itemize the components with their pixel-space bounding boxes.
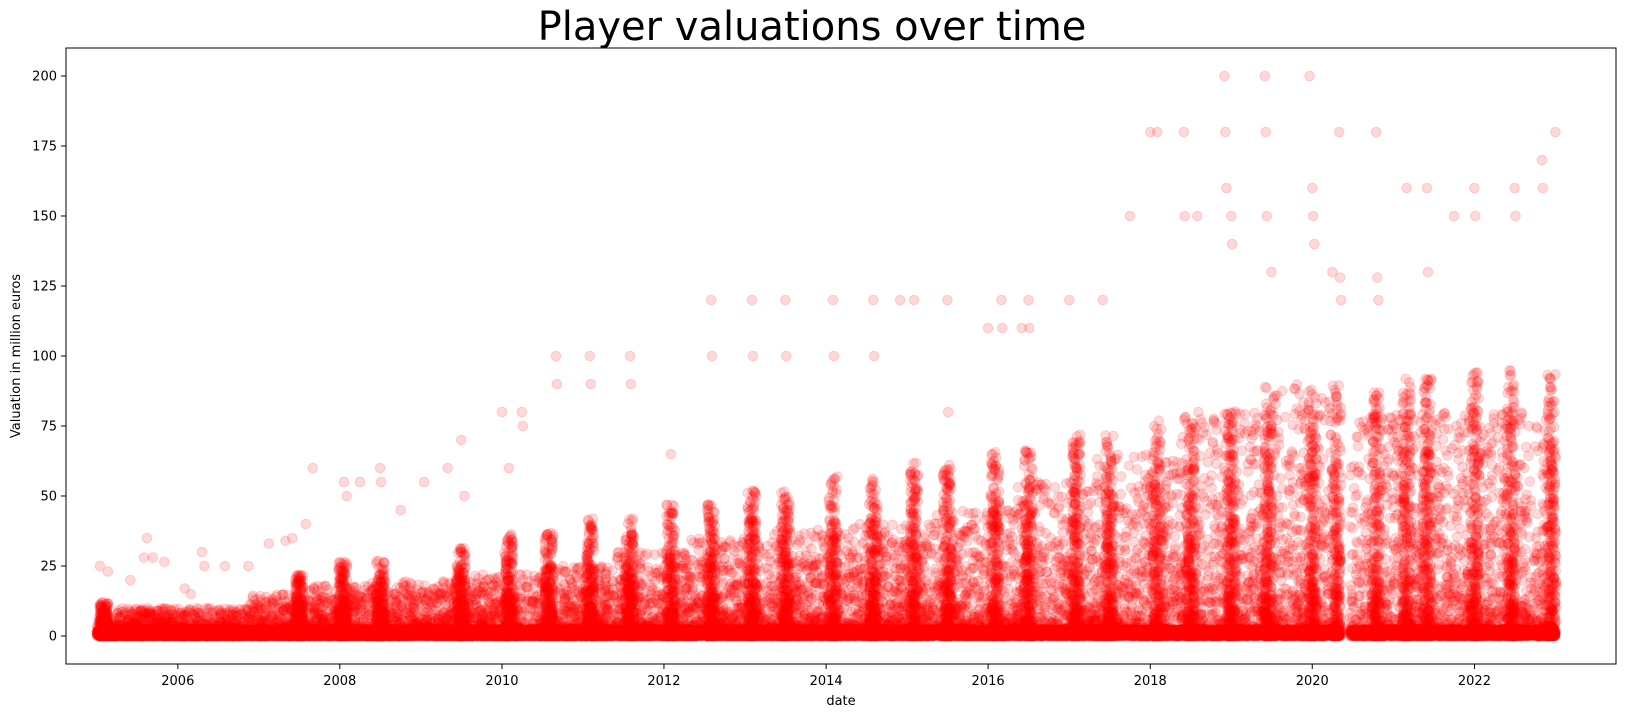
- data-point: [208, 625, 218, 635]
- data-point: [232, 607, 242, 617]
- data-point: [203, 608, 213, 618]
- data-point: [245, 600, 255, 610]
- data-point: [162, 610, 172, 620]
- data-point: [266, 601, 276, 611]
- data-point: [193, 608, 203, 618]
- data-point: [266, 611, 276, 621]
- chart-title: Player valuations over time: [538, 4, 1087, 50]
- data-point: [126, 629, 136, 639]
- data-point: [219, 629, 229, 639]
- data-point: [115, 625, 125, 635]
- data-point: [174, 604, 184, 614]
- data-point: [170, 630, 180, 640]
- data-point: [146, 607, 156, 617]
- data-point: [142, 626, 152, 636]
- data-point: [123, 604, 133, 614]
- data-point: [198, 625, 208, 635]
- data-point: [280, 611, 290, 621]
- scatter-points: [92, 71, 1561, 641]
